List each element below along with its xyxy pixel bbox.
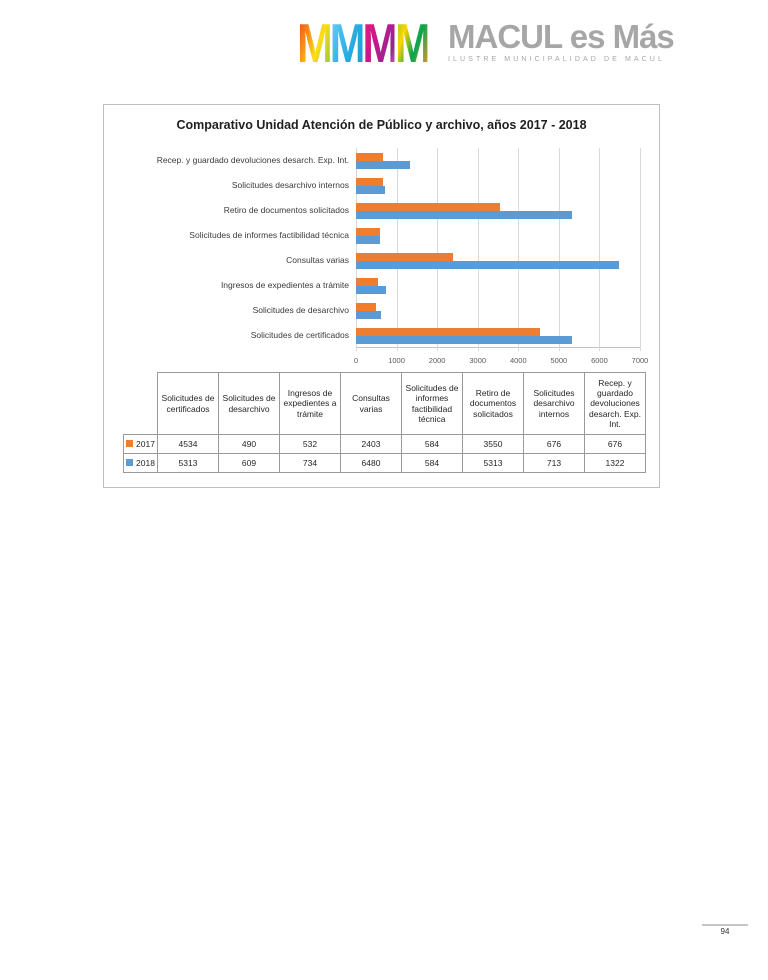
chart-category-label: Retiro de documentos solicitados	[223, 205, 349, 215]
legend-cell-2017: 2017	[123, 434, 158, 454]
chart-panel: Comparativo Unidad Atención de Público y…	[103, 104, 660, 488]
table-column-header: Ingresos de expedientes a trámite	[279, 372, 341, 435]
x-axis-tick-label: 7000	[631, 356, 649, 365]
table-value-cell: 584	[401, 453, 463, 473]
table-corner-cell	[124, 373, 158, 435]
chart-bar-2018	[356, 286, 386, 294]
logo-m-icon: M	[329, 12, 367, 74]
chart-gridline	[477, 148, 479, 351]
table-value-cell: 3550	[462, 434, 524, 454]
table-row: 2017 4534 490 532 2403 584 3550 676 676	[123, 434, 646, 454]
x-axis-tick-label: 2000	[428, 356, 446, 365]
chart-x-axis: 0 1000 2000 3000 4000 5000 6000 7000	[353, 353, 648, 367]
chart-gridline	[599, 148, 601, 351]
chart-bar-2018	[356, 311, 381, 319]
chart-category-label: Consultas varias	[286, 255, 349, 265]
x-axis-tick-label: 6000	[591, 356, 608, 365]
footer-rule	[702, 924, 748, 926]
x-axis-tick-label: 0	[353, 356, 359, 365]
chart-gridline	[356, 148, 357, 351]
table-column-header: Recep. y guardado devoluciones desarch. …	[584, 372, 646, 435]
page-number: 94	[720, 927, 730, 936]
table-column-header: Solicitudes de certificados	[157, 372, 219, 435]
chart-bar-2018	[356, 336, 572, 344]
chart-bar-2017	[356, 303, 376, 311]
table-value-cell: 490	[218, 434, 280, 454]
chart-body: Recep. y guardado devoluciones desarch. …	[104, 148, 659, 351]
chart-gridline	[558, 148, 560, 351]
x-axis-tick-label: 3000	[469, 356, 487, 365]
chart-category-labels: Recep. y guardado devoluciones desarch. …	[104, 148, 356, 348]
table-value-cell: 5313	[157, 453, 219, 473]
chart-bar-2018	[356, 261, 619, 269]
chart-category-label: Ingresos de expedientes a trámite	[220, 280, 349, 290]
x-axis-tick-label: 1000	[388, 356, 405, 365]
chart-plot-area	[356, 148, 641, 351]
logo-title: MACUL es Más	[448, 18, 675, 55]
chart-gridline	[518, 148, 520, 351]
logo-m-icon: M	[394, 12, 432, 74]
chart-gridline	[396, 148, 398, 351]
legend-swatch-icon	[126, 459, 134, 467]
chart-category-label: Solicitudes desarchivo internos	[231, 180, 349, 190]
chart-gridline	[640, 148, 641, 351]
table-column-header: Solicitudes de informes factibilidad téc…	[401, 372, 463, 435]
x-axis-tick-label: 4000	[509, 356, 527, 365]
chart-bar-2018	[356, 211, 572, 219]
table-value-cell: 676	[584, 434, 646, 454]
logo-m-icon: M	[362, 12, 399, 74]
table-value-cell: 2403	[340, 434, 402, 454]
table-value-cell: 6480	[340, 453, 402, 473]
table-value-cell: 676	[523, 434, 585, 454]
table-value-cell: 4534	[157, 434, 219, 454]
chart-bar-2018	[356, 161, 410, 169]
chart-category-label: Solicitudes de informes factibilidad téc…	[189, 230, 349, 240]
chart-category-label: Recep. y guardado devoluciones desarch. …	[156, 155, 349, 165]
logo-m-icon: M	[297, 12, 334, 74]
legend-cell-2018: 2018	[123, 453, 158, 473]
table-value-cell: 584	[401, 434, 463, 454]
logo-subtitle: ILUSTRE MUNICIPALIDAD DE MACUL	[448, 56, 665, 63]
table-column-header: Retiro de documentos solicitados	[462, 372, 524, 435]
table-value-cell: 5313	[462, 453, 524, 473]
table-row: 2018 5313 609 734 6480 584 5313 713 1322	[123, 453, 646, 473]
table-column-header: Solicitudes desarchivo internos	[523, 372, 585, 435]
chart-bar-2017	[356, 328, 540, 336]
chart-bar-2017	[356, 228, 380, 236]
chart-bar-2017	[356, 178, 384, 186]
table-value-cell: 713	[523, 453, 585, 473]
table-value-cell: 532	[279, 434, 341, 454]
chart-category-label: Solicitudes de desarchivo	[252, 305, 349, 315]
x-axis-tick-label: 5000	[550, 356, 568, 365]
chart-bar-2018	[356, 236, 380, 244]
table-column-header: Consultas varias	[340, 372, 402, 435]
chart-bar-2017	[356, 203, 501, 211]
chart-data-table: Solicitudes de certificados Solicitudes d…	[123, 372, 646, 473]
chart-title: Comparativo Unidad Atención de Público y…	[176, 118, 587, 132]
table-value-cell: 1322	[584, 453, 646, 473]
chart-bar-2017	[356, 253, 454, 261]
table-column-header: Solicitudes de desarchivo	[218, 372, 280, 435]
legend-swatch-icon	[126, 440, 134, 448]
chart-category-label: Solicitudes de certificados	[250, 330, 349, 340]
table-value-cell: 609	[218, 453, 280, 473]
municipality-logo: MACUL es Más ILUSTRE MUNICIPALIDAD DE MA…	[448, 18, 675, 63]
chart-bar-2017	[356, 278, 378, 286]
chart-bar-2018	[356, 186, 385, 194]
table-header-row: Solicitudes de certificados Solicitudes d…	[124, 372, 646, 435]
chart-gridline	[437, 148, 439, 351]
chart-bar-2017	[356, 153, 384, 161]
table-value-cell: 734	[279, 453, 341, 473]
